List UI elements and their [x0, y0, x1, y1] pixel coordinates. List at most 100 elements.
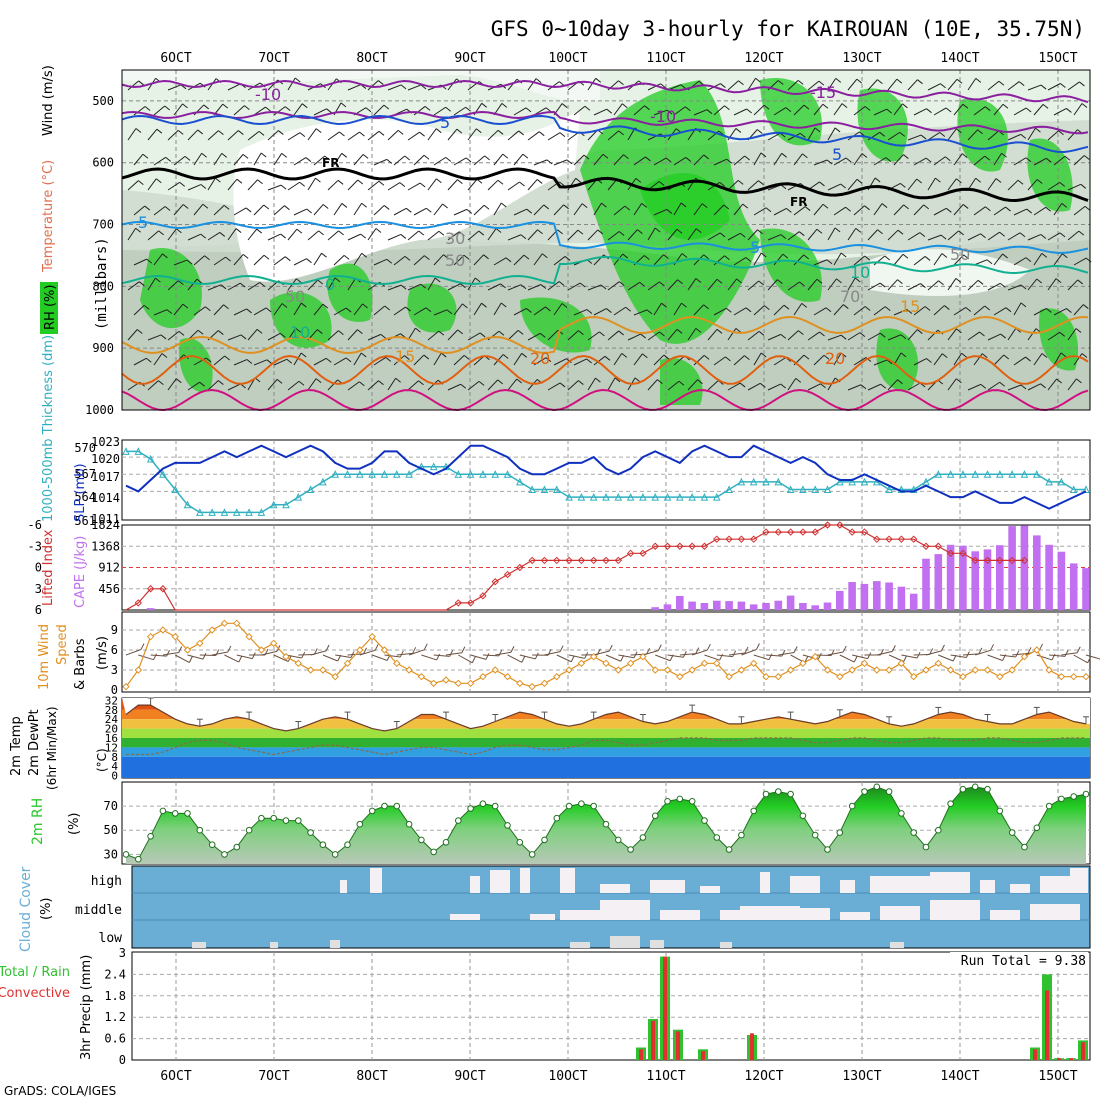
wind-barb-flag [663, 354, 670, 360]
wind-barb [1033, 157, 1047, 166]
wind-barb-flag [558, 281, 565, 286]
slp-tick-label: 1023 [91, 435, 120, 449]
wind-barb-flag [495, 228, 502, 233]
wind-barb-flag [1025, 257, 1032, 263]
wind-barb-flag [280, 184, 287, 190]
wind-barb [387, 233, 402, 241]
wind-barb-flag [317, 279, 324, 285]
wind-barb [393, 207, 407, 216]
wind-barb-flag [383, 104, 390, 110]
temp2m-tick-label: 20 [105, 723, 118, 736]
wind-barb [133, 357, 147, 366]
wind-barb-flag [540, 332, 546, 338]
wind-barb-flag [618, 231, 625, 236]
wind-barb [433, 203, 444, 216]
wind-barb-flag [780, 234, 787, 239]
middle-cloud-patch [660, 910, 700, 920]
wind-barb-flag [526, 308, 532, 313]
wind10m-barb-flag [1076, 646, 1081, 653]
thickness-marker [676, 493, 684, 501]
wind-barb-flag [315, 128, 322, 134]
wind-barb-flag [695, 278, 702, 283]
wind-barb [913, 306, 926, 316]
wind-barb-flag [984, 305, 991, 311]
precip-tick-label: 3 [119, 946, 126, 960]
wind-barb-flag [338, 230, 344, 236]
wind10m-speed-marker [688, 666, 696, 674]
slp-axis-label: SLP (mb) [73, 463, 88, 522]
low-cloud-patch [610, 936, 640, 948]
wind-barb-flag [235, 228, 242, 233]
wind10m-barb-flag [202, 652, 207, 660]
lifted-index-marker [639, 549, 647, 558]
wind-barb-flag [823, 354, 830, 360]
wind-barb-flag [716, 328, 723, 334]
wind-barb-flag [1064, 155, 1071, 161]
wind-barb-flag [1040, 234, 1047, 239]
wind-barb [127, 281, 140, 291]
rh2m-marker [651, 812, 659, 820]
precip-tick-label: 2.4 [104, 967, 126, 981]
wind-barb [327, 379, 339, 391]
wind10m-barb [753, 654, 770, 661]
thickness-marker [294, 493, 303, 501]
thickness-marker [282, 500, 290, 509]
wind10m-barb [162, 652, 179, 656]
temp2m-axis-label-b: 2m DewPt [27, 709, 42, 776]
wind-barb-flag [703, 254, 709, 260]
wind-barb-flag [795, 377, 802, 383]
wind10m-barb [618, 654, 635, 659]
wind10m-speed-marker [343, 659, 352, 668]
wind-barb [533, 159, 548, 166]
wind-barb [973, 353, 983, 366]
wind-barb-flag [1045, 206, 1051, 212]
rh-moist-blob [760, 228, 822, 302]
wind-barb [647, 331, 660, 341]
low-cloud-patch [270, 942, 278, 948]
wind-barb-flag [483, 254, 489, 260]
rh2m-marker [1058, 795, 1065, 803]
wind10m-barb [716, 654, 733, 658]
wind-barb-flag [326, 108, 332, 114]
wind-barb-flag [225, 256, 231, 262]
precip-convective-bar [1081, 1042, 1085, 1060]
wind-barb [427, 128, 437, 141]
wind-barb-flag [1020, 284, 1027, 290]
rh2m-marker [898, 810, 905, 817]
temp2m-tick-label: 0 [111, 770, 118, 783]
upper-panel-frame [121, 69, 1091, 411]
thickness-marker [799, 485, 807, 494]
wind10m-barb-flag [657, 644, 662, 651]
wind-barb-flag [877, 79, 883, 85]
wind-barb [167, 130, 179, 141]
contour-label: 10 [850, 263, 870, 282]
wind-barb-flag [725, 356, 731, 362]
lifted-index-marker [897, 535, 906, 543]
wind-barb-flag [378, 380, 384, 386]
wind-barb [893, 309, 908, 316]
lifted-index-marker [725, 535, 733, 543]
wind-barb [733, 203, 744, 216]
wind-barb-flag [822, 203, 829, 209]
wind-barb-flag [663, 254, 669, 260]
wind-barb [853, 306, 866, 316]
wind-barb [787, 132, 801, 141]
wind-barb-flag [1080, 183, 1087, 189]
wind-barb [287, 132, 301, 141]
wind10m-tick-label: 3 [111, 663, 118, 677]
wind-barb-flag [281, 152, 288, 158]
wind-barb-flag [737, 180, 744, 185]
wind-barb [887, 279, 898, 291]
wind-barb-flag [666, 209, 673, 214]
wind-barb [453, 157, 467, 166]
thickness-marker [368, 470, 376, 478]
wind10m-speed-marker [503, 672, 512, 681]
wind-barb-flag [879, 282, 886, 288]
wind10m-speed-marker [1057, 672, 1066, 681]
wind-barb [1047, 181, 1061, 191]
wind-barb [867, 332, 881, 341]
wind-barb [353, 202, 363, 216]
wind-barb-flag [219, 232, 226, 237]
rh2m-marker [811, 831, 819, 839]
